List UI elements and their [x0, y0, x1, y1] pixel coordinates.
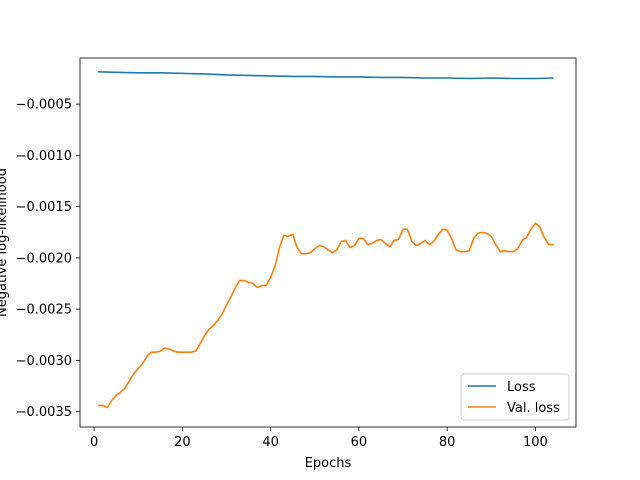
y-tick-label: −0.0010 — [16, 149, 72, 164]
x-tick-label: 100 — [523, 435, 548, 450]
y-tick-label: −0.0025 — [16, 303, 72, 318]
y-tick-label: −0.0005 — [16, 98, 72, 113]
series-layer — [97, 71, 554, 409]
x-tick-label: 80 — [439, 435, 456, 450]
x-tick-label: 20 — [174, 435, 191, 450]
y-tick-label: −0.0020 — [16, 251, 72, 266]
y-tick-label: −0.0035 — [16, 405, 72, 420]
x-axis: 0 20 40 60 80 100 — [90, 427, 548, 450]
x-tick-label: 0 — [90, 435, 98, 450]
y-axis: −0.0005 −0.0010 −0.0015 −0.0020 −0.0025 −0.00… — [16, 98, 80, 420]
plot-area — [79, 57, 577, 428]
y-tick-label: −0.0015 — [16, 200, 72, 215]
x-tick-label: 40 — [262, 435, 279, 450]
x-axis-title: Epochs — [305, 456, 352, 471]
y-axis-title: Negative log-likelihood — [0, 168, 10, 317]
x-tick-label: 60 — [351, 435, 368, 450]
series-line-loss — [97, 71, 554, 80]
legend-label-loss: Loss — [507, 380, 536, 395]
axes-frame — [79, 57, 577, 428]
series-line-val-loss — [97, 222, 554, 409]
y-tick-label: −0.0030 — [16, 354, 72, 369]
legend: Loss Val. loss — [460, 373, 570, 421]
legend-label-val-loss: Val. loss — [507, 401, 560, 416]
